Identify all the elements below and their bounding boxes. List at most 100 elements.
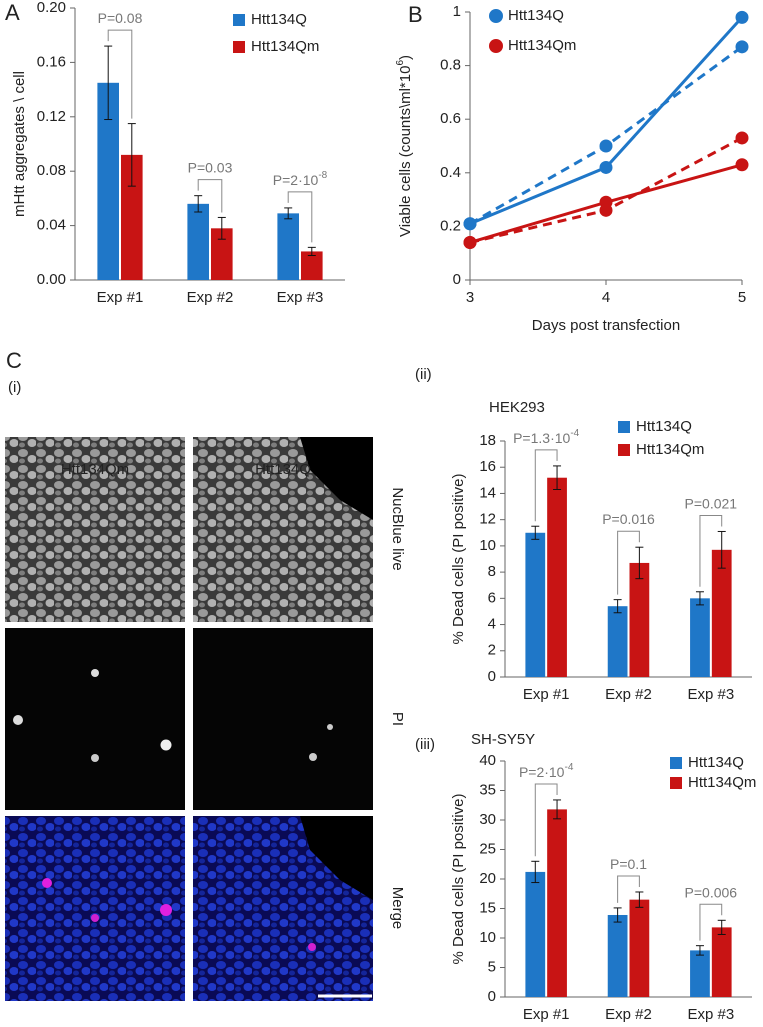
legend-swatch — [618, 421, 630, 433]
chart: (iii) SH-SY5Y 0 5 10 15 20 25 30 35 40 % Dead cells… — [415, 731, 756, 1023]
micrograph — [5, 437, 185, 622]
point — [463, 235, 477, 249]
p-value-part: P=0.006 — [685, 884, 738, 900]
x-tick-label: Exp #2 — [605, 686, 652, 703]
cell — [13, 715, 23, 725]
x-tick-label: Exp #1 — [523, 686, 570, 703]
bar — [97, 82, 119, 280]
y-tick-label: 12 — [479, 511, 496, 528]
bar — [301, 251, 323, 280]
bar — [690, 950, 710, 997]
y-axis-label-part: % Dead cells (PI positive) — [450, 794, 467, 965]
x-tick-label: 3 — [466, 289, 474, 306]
p-value-part: P=0.021 — [685, 495, 738, 511]
micrograph — [5, 628, 185, 810]
p-value-part: P=0.08 — [98, 10, 143, 26]
p-value: P=2·10-4 — [519, 762, 574, 780]
y-tick-label: 0 — [488, 988, 496, 1005]
point — [599, 203, 613, 217]
cell — [42, 878, 52, 888]
bar — [547, 477, 567, 677]
y-tick-label: 0.6 — [440, 110, 461, 127]
significance-bracket — [699, 903, 723, 941]
legend-label: Htt134Q — [688, 754, 744, 771]
significance-bracket — [107, 29, 133, 119]
cell — [91, 669, 99, 677]
legend-label: Htt134Qm — [636, 441, 704, 458]
significance-bracket — [287, 191, 313, 243]
y-axis-label-part: ) — [397, 55, 414, 60]
bar — [525, 532, 546, 677]
bar — [690, 598, 710, 677]
row-label: NucBlue live — [389, 487, 406, 570]
y-tick-label: 14 — [479, 484, 496, 501]
y-tick-label: 20 — [479, 870, 496, 887]
p-value-part: P=2·10 — [273, 172, 319, 188]
bar — [629, 562, 650, 677]
bar — [121, 154, 143, 280]
significance-bracket — [534, 449, 558, 522]
cell — [91, 754, 99, 762]
row-label: PI — [389, 712, 406, 726]
significance-bracket — [617, 875, 640, 903]
legend-swatch — [670, 777, 682, 789]
y-tick-label: 16 — [479, 458, 496, 475]
line — [469, 136, 743, 244]
point — [463, 217, 477, 231]
x-tick-label: Exp #2 — [605, 1006, 652, 1023]
p-value: P=0.021 — [685, 495, 738, 511]
significance-bracket — [617, 530, 640, 595]
row-label: Merge — [389, 887, 406, 930]
panel-sublabel: (i) — [8, 379, 21, 396]
point — [735, 40, 749, 54]
y-tick-label: 0 — [453, 271, 461, 288]
cell — [308, 943, 316, 951]
legend-swatch — [233, 14, 245, 26]
y-axis-label-part: Viable cells (counts\ml*10 — [397, 66, 414, 237]
y-axis-label: % Dead cells (PI positive) — [450, 794, 467, 965]
micrograph-void — [300, 437, 373, 520]
y-axis-label-sup: 6 — [395, 60, 406, 66]
y-tick-label: 0.12 — [37, 108, 66, 125]
y-tick-label: 10 — [479, 929, 496, 946]
legend-label: Htt134Q — [636, 418, 692, 435]
p-value-sup: -8 — [318, 170, 327, 181]
y-axis-label: Viable cells (counts\ml*106) — [395, 55, 414, 237]
x-axis-label: Days post transfection — [532, 317, 680, 334]
p-value: P=0.1 — [610, 856, 647, 872]
bar — [525, 871, 546, 997]
bar — [711, 549, 732, 677]
legend-label: Htt134Qm — [508, 37, 576, 54]
chart-title: HEK293 — [489, 399, 545, 416]
y-tick-label: 18 — [479, 432, 496, 449]
micrograph — [5, 816, 185, 1001]
cell — [160, 904, 172, 916]
cell — [309, 753, 317, 761]
x-tick-label: 5 — [738, 289, 746, 306]
x-tick-label: Exp #2 — [187, 289, 234, 306]
chart: A 0.00 0.04 0.08 0.12 0.16 0.20 mHtt aggregates… — [5, 0, 345, 306]
legend-label: Htt134Qm — [251, 38, 319, 55]
panel-label: B — [408, 2, 423, 27]
p-value: P=0.016 — [602, 511, 655, 527]
panel-label: A — [5, 0, 20, 25]
bar — [211, 228, 233, 280]
y-tick-label: 6 — [488, 589, 496, 606]
y-tick-label: 25 — [479, 840, 496, 857]
legend-label: Htt134Q — [251, 11, 307, 28]
point — [599, 139, 613, 153]
micrograph-void — [300, 816, 373, 900]
point — [735, 158, 749, 172]
panel-label: C — [6, 348, 22, 373]
p-value: P=1.3·10-4 — [513, 428, 580, 446]
y-tick-label: 0 — [488, 668, 496, 685]
bar — [277, 213, 299, 280]
point — [599, 160, 613, 174]
y-tick-label: 0.8 — [440, 57, 461, 74]
x-tick-label: Exp #1 — [523, 1006, 570, 1023]
y-tick-label: 4 — [488, 616, 496, 633]
significance-bracket — [534, 783, 558, 857]
bar — [711, 927, 732, 997]
bar — [607, 606, 628, 677]
